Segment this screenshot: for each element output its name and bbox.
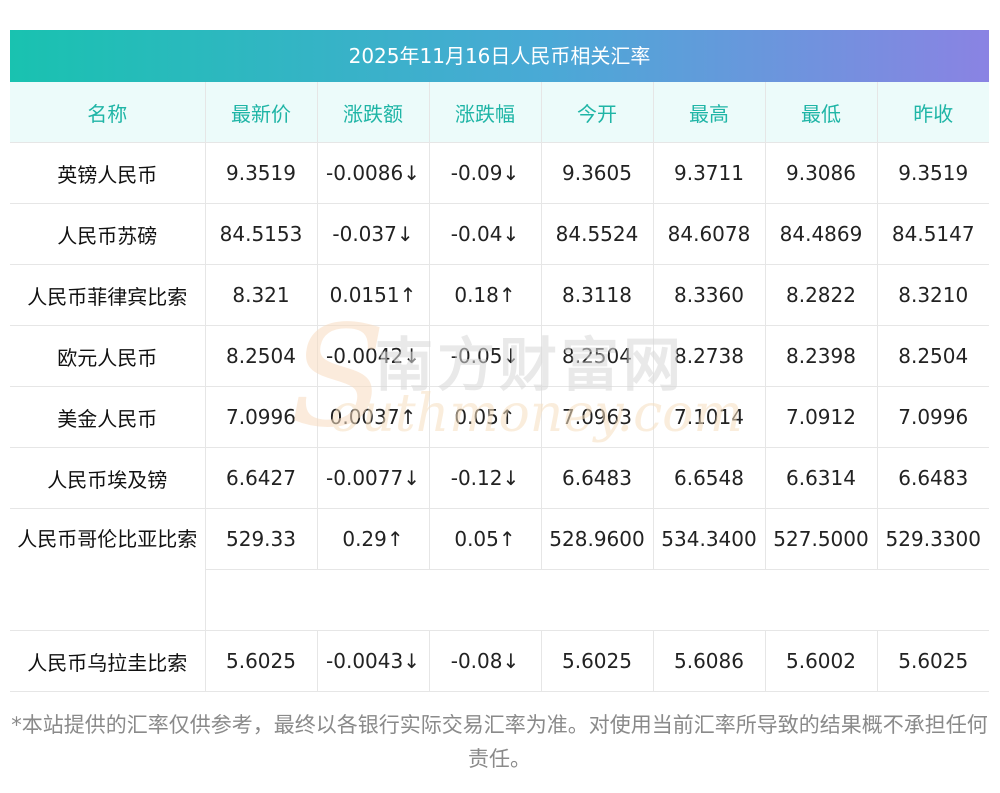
currency-name: 美金人民币 (10, 386, 206, 448)
low-price: 5.6002 (765, 630, 878, 692)
change-percent: 0.05↑ (429, 508, 542, 570)
table-row: 人民币乌拉圭比索 5.6025 -0.0043↓ -0.08↓ 5.6025 5… (10, 630, 989, 692)
currency-name: 欧元人民币 (10, 325, 206, 387)
high-price: 8.3360 (653, 264, 766, 326)
latest-price: 7.0996 (205, 386, 318, 448)
header-row: 名称 最新价 涨跌额 涨跌幅 今开 最高 最低 昨收 (10, 82, 989, 143)
table-row: 英镑人民币 9.3519 -0.0086↓ -0.09↓ 9.3605 9.37… (10, 142, 989, 204)
change-percent: 0.05↑ (429, 386, 542, 448)
table-row: 美金人民币 7.0996 0.0037↑ 0.05↑ 7.0963 7.1014… (10, 386, 989, 448)
change-percent: 0.18↑ (429, 264, 542, 326)
low-price: 8.2822 (765, 264, 878, 326)
change-amount: -0.0086↓ (317, 142, 430, 204)
change-percent: -0.09↓ (429, 142, 542, 204)
table-row: 人民币埃及镑 6.6427 -0.0077↓ -0.12↓ 6.6483 6.6… (10, 447, 989, 509)
change-amount: 0.29↑ (317, 508, 430, 570)
high-price: 9.3711 (653, 142, 766, 204)
table-title: 2025年11月16日人民币相关汇率 (10, 30, 989, 82)
header-open: 今开 (541, 82, 654, 143)
high-price: 6.6548 (653, 447, 766, 509)
open-price: 7.0963 (541, 386, 654, 448)
high-price: 7.1014 (653, 386, 766, 448)
change-amount: 0.0151↑ (317, 264, 430, 326)
open-price: 6.6483 (541, 447, 654, 509)
header-change: 涨跌额 (317, 82, 430, 143)
prev-close-price: 84.5147 (877, 203, 989, 265)
table-row: 人民币哥伦比亚比索 529.33 0.29↑ 0.05↑ 528.9600 53… (10, 508, 989, 631)
open-price: 528.9600 (541, 508, 654, 570)
currency-name: 人民币菲律宾比索 (10, 264, 206, 326)
low-price: 9.3086 (765, 142, 878, 204)
prev-close-price: 5.6025 (877, 630, 989, 692)
latest-price: 84.5153 (205, 203, 318, 265)
low-price: 84.4869 (765, 203, 878, 265)
table-row: 欧元人民币 8.2504 -0.0042↓ -0.05↓ 8.2504 8.27… (10, 325, 989, 387)
change-amount: -0.0043↓ (317, 630, 430, 692)
latest-price: 9.3519 (205, 142, 318, 204)
prev-close-price: 8.2504 (877, 325, 989, 387)
prev-close-price: 529.3300 (877, 508, 989, 570)
prev-close-price: 8.3210 (877, 264, 989, 326)
low-price: 8.2398 (765, 325, 878, 387)
latest-price: 8.2504 (205, 325, 318, 387)
high-price: 534.3400 (653, 508, 766, 570)
disclaimer-footnote: *本站提供的汇率仅供参考，最终以各银行实际交易汇率为准。对使用当前汇率所导致的结… (11, 713, 988, 771)
high-price: 8.2738 (653, 325, 766, 387)
change-amount: -0.037↓ (317, 203, 430, 265)
change-percent: -0.05↓ (429, 325, 542, 387)
prev-close-price: 7.0996 (877, 386, 989, 448)
open-price: 5.6025 (541, 630, 654, 692)
latest-price: 529.33 (205, 508, 318, 570)
latest-price: 8.321 (205, 264, 318, 326)
change-percent: -0.08↓ (429, 630, 542, 692)
change-percent: -0.12↓ (429, 447, 542, 509)
change-percent: -0.04↓ (429, 203, 542, 265)
header-name: 名称 (10, 82, 206, 143)
header-low: 最低 (765, 82, 878, 143)
high-price: 84.6078 (653, 203, 766, 265)
currency-name: 人民币哥伦比亚比索 (10, 508, 206, 631)
prev-close-price: 6.6483 (877, 447, 989, 509)
latest-price: 6.6427 (205, 447, 318, 509)
currency-name: 人民币苏磅 (10, 203, 206, 265)
change-amount: 0.0037↑ (317, 386, 430, 448)
header-high: 最高 (653, 82, 766, 143)
high-price: 5.6086 (653, 630, 766, 692)
exchange-rate-table: 名称 最新价 涨跌额 涨跌幅 今开 最高 最低 昨收 英镑人民币 9.3519 … (10, 82, 989, 692)
header-prev-close: 昨收 (877, 82, 989, 143)
currency-name: 英镑人民币 (10, 142, 206, 204)
low-price: 527.5000 (765, 508, 878, 570)
prev-close-price: 9.3519 (877, 142, 989, 204)
row-spacer (205, 569, 989, 631)
currency-name: 人民币乌拉圭比索 (10, 630, 206, 692)
change-amount: -0.0042↓ (317, 325, 430, 387)
table-row: 人民币苏磅 84.5153 -0.037↓ -0.04↓ 84.5524 84.… (10, 203, 989, 265)
open-price: 9.3605 (541, 142, 654, 204)
currency-name: 人民币埃及镑 (10, 447, 206, 509)
open-price: 8.2504 (541, 325, 654, 387)
low-price: 6.6314 (765, 447, 878, 509)
header-change-pct: 涨跌幅 (429, 82, 542, 143)
latest-price: 5.6025 (205, 630, 318, 692)
table-row-spacer (10, 569, 989, 631)
open-price: 8.3118 (541, 264, 654, 326)
low-price: 7.0912 (765, 386, 878, 448)
header-latest: 最新价 (205, 82, 318, 143)
change-amount: -0.0077↓ (317, 447, 430, 509)
table-row: 人民币菲律宾比索 8.321 0.0151↑ 0.18↑ 8.3118 8.33… (10, 264, 989, 326)
open-price: 84.5524 (541, 203, 654, 265)
